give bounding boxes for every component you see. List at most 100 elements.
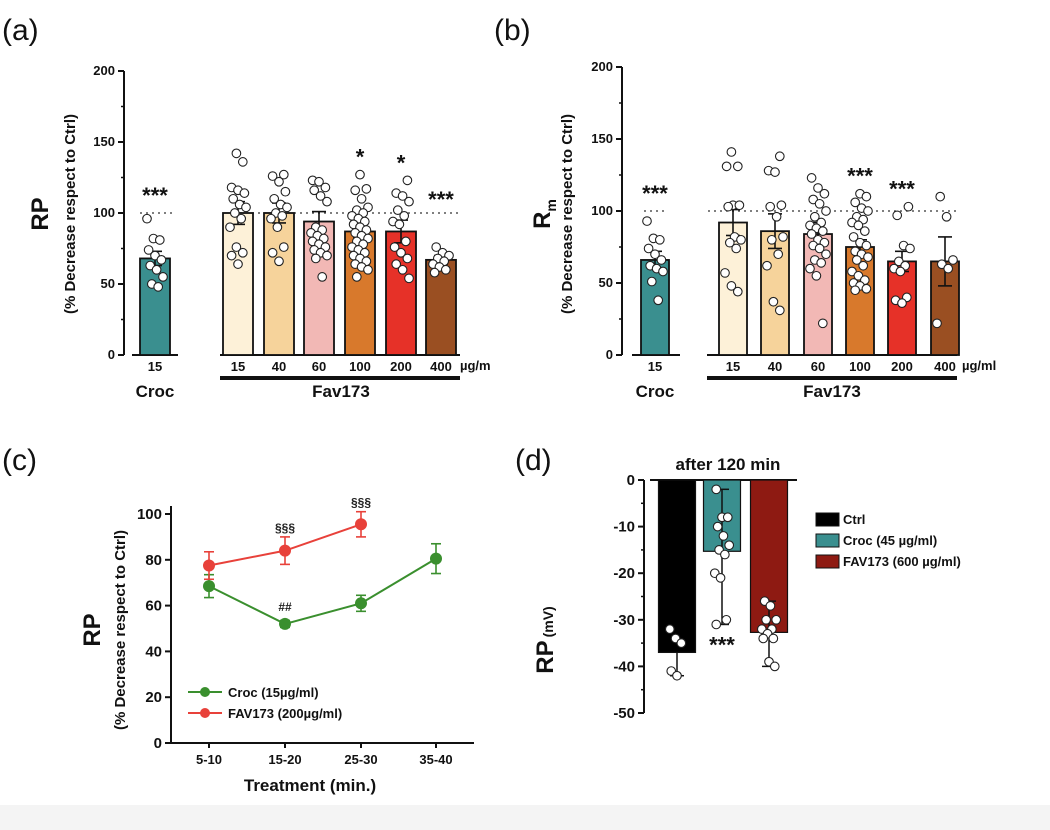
data-point [404, 273, 414, 284]
legend-label-ctrl: Ctrl [843, 512, 865, 527]
significance-marker: *** [709, 632, 735, 657]
y-tick-label: 100 [93, 205, 115, 220]
series-line-croc [208, 557, 437, 625]
data-point [654, 234, 665, 245]
data-point [721, 614, 732, 625]
data-point [394, 219, 405, 230]
data-point [356, 193, 367, 204]
y-tick-label: 200 [93, 63, 115, 78]
data-point-croc [355, 597, 367, 610]
panel-a-ylabel-main: RP [27, 197, 54, 230]
data-point [721, 161, 732, 172]
data-point [397, 264, 408, 275]
data-point [237, 247, 248, 258]
data-point-fav173 [355, 518, 367, 531]
data-point [315, 191, 326, 201]
data-point [653, 295, 664, 306]
x-tick-label: 25-30 [344, 752, 377, 767]
footer-strip [0, 805, 1050, 830]
data-point [280, 186, 291, 197]
y-tick-label: -30 [613, 612, 635, 629]
data-point [643, 243, 654, 254]
legend-swatch-fav173 [815, 554, 840, 569]
data-point [656, 255, 667, 265]
data-point [850, 285, 861, 296]
data-point [932, 318, 942, 329]
panel-d-label: (d) [515, 444, 552, 477]
data-point [732, 161, 743, 172]
x-tick-label: 100 [849, 359, 871, 374]
panel-a-group-fav173: Fav173 [312, 382, 370, 401]
data-point [274, 256, 284, 267]
panel-b: (b) Rm (% Decrease respect to Ctrl) 0 50 1… [494, 14, 996, 401]
y-tick-label: 0 [154, 735, 162, 752]
data-point [761, 614, 771, 625]
legend-label-fav173: FAV173 (600 µg/ml) [843, 554, 961, 569]
data-point [817, 318, 828, 329]
data-point [226, 250, 237, 261]
data-point [905, 243, 915, 254]
data-point [892, 210, 903, 221]
x-tick-label: 60 [312, 359, 326, 374]
data-point [806, 229, 817, 239]
data-point-fav173 [279, 544, 291, 557]
y-tick-label: -40 [613, 658, 635, 675]
x-tick-label: 200 [390, 359, 412, 374]
panel-c-axes: 0 20 40 60 80 100 5-10 15-20 25-30 35-40 [137, 506, 474, 767]
data-point [231, 242, 242, 252]
x-tick-label: 40 [768, 359, 782, 374]
data-point [310, 253, 321, 264]
data-point [278, 242, 289, 252]
data-point [317, 272, 328, 282]
data-point [814, 243, 825, 254]
data-point [277, 210, 288, 221]
panel-a-bars: 15 *** 15 40 60 100 * 200 * 400 *** [139, 145, 457, 374]
data-point [948, 255, 958, 265]
panel-c-series: ## §§§ §§§ [203, 496, 442, 630]
y-tick-label: -20 [613, 565, 635, 582]
x-tick-label: 15 [231, 359, 245, 374]
data-point [722, 512, 733, 523]
y-tick-label: -10 [613, 519, 635, 536]
panel-b-unit-label: µg/ml [962, 358, 996, 373]
data-point [399, 210, 410, 221]
data-point [861, 191, 872, 202]
data-point [736, 234, 746, 245]
panel-c-label: (c) [2, 444, 37, 477]
data-point [267, 171, 278, 181]
data-point [776, 200, 787, 211]
data-point [142, 213, 152, 224]
x-tick-label: 5-10 [196, 752, 222, 767]
data-point [858, 260, 869, 271]
x-tick-label: 100 [349, 359, 371, 374]
panel-c-legend: Croc (15µg/ml) FAV173 (200µg/ml) [188, 685, 342, 721]
y-tick-label: 150 [93, 134, 115, 149]
data-point [429, 267, 440, 278]
data-point [769, 661, 780, 672]
data-point [768, 633, 779, 644]
data-point [720, 549, 730, 560]
panel-a: (a) RP (% Decrease respect to Ctrl) 0 50 1… [2, 14, 491, 401]
data-point [724, 540, 735, 551]
data-point [233, 259, 243, 269]
data-point [718, 531, 729, 541]
data-point [650, 249, 660, 260]
data-point [351, 272, 362, 282]
data-point [806, 173, 817, 183]
data-point [320, 182, 331, 193]
data-point [863, 252, 873, 262]
legend-swatch-ctrl [815, 512, 840, 527]
data-point [158, 272, 168, 282]
data-point [154, 235, 165, 245]
panel-b-ylabel-subscript: m [543, 199, 559, 211]
data-point [715, 573, 726, 583]
data-point [712, 521, 723, 532]
data-point [228, 193, 239, 204]
data-point [664, 624, 675, 634]
data-point [402, 253, 413, 264]
data-point [859, 226, 870, 237]
panel-c-xlabel: Treatment (min.) [244, 776, 376, 795]
x-tick-label: 60 [811, 359, 825, 374]
data-point [361, 184, 372, 194]
panel-b-group-croc: Croc [636, 382, 675, 401]
